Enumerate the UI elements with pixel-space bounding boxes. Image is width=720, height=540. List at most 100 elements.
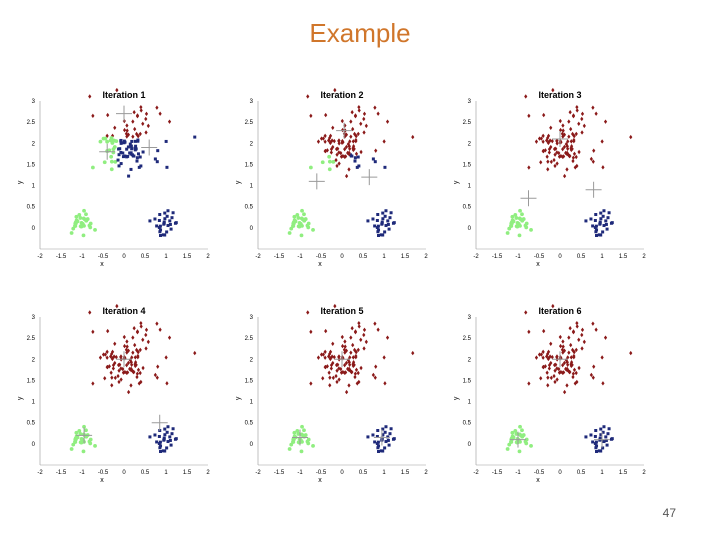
data-point-green: [513, 428, 518, 433]
data-point-blue: [165, 230, 169, 234]
data-point-red: [103, 352, 107, 357]
data-point-red: [111, 362, 116, 368]
data-point-red: [547, 366, 551, 371]
data-point-red: [569, 342, 573, 348]
data-point-blue: [366, 435, 370, 439]
data-point-red: [569, 361, 573, 367]
data-point-red: [566, 139, 570, 144]
data-point-red: [329, 146, 334, 152]
data-point-red: [564, 141, 568, 147]
x-tick-label: 1: [600, 470, 604, 476]
x-tick-label: -1.5: [492, 254, 503, 260]
y-tick-label: 1: [468, 400, 472, 406]
data-point-blue: [126, 145, 130, 149]
data-point-blue: [383, 214, 387, 218]
y-tick-label: 0: [250, 442, 254, 448]
data-point-blue: [117, 164, 121, 168]
data-point-red: [125, 123, 129, 128]
x-tick-label: 1: [164, 254, 168, 260]
y-tick-label: 2: [250, 141, 254, 147]
data-point-blue: [604, 438, 608, 442]
panel-title: Iteration 4: [102, 306, 145, 316]
data-point-blue: [595, 444, 599, 448]
data-point-blue: [584, 435, 588, 439]
data-point-red: [575, 104, 579, 110]
data-point-red: [106, 112, 110, 118]
data-point-blue: [387, 443, 391, 447]
x-tick-label: -2: [255, 254, 261, 260]
y-tick-label: 2.5: [463, 120, 472, 126]
data-point-red: [333, 303, 337, 309]
data-point-blue: [170, 216, 174, 220]
data-point-red: [144, 332, 148, 338]
data-point-red: [334, 157, 338, 163]
data-point-blue: [376, 230, 380, 234]
data-point-red: [339, 366, 343, 372]
y-axis-label: y: [17, 180, 24, 184]
data-point-blue: [153, 157, 157, 161]
panel-iteration-1: Iteration 1 -2 -1.5 -1 -0.5 0 0.5 1 1.5 2 0 0.5 1 1.5…: [17, 87, 210, 268]
data-point-green: [529, 227, 533, 232]
data-point-red: [549, 125, 553, 130]
data-point-green: [327, 154, 332, 159]
data-point-green: [510, 434, 515, 439]
data-point-red: [580, 116, 584, 122]
data-point-blue: [168, 438, 172, 442]
data-point-red: [345, 389, 349, 395]
data-point-blue: [130, 147, 134, 151]
data-point-green: [297, 224, 302, 229]
data-point-red: [569, 126, 573, 132]
data-point-blue: [169, 443, 173, 447]
data-point-red: [344, 144, 348, 150]
data-point-blue: [165, 214, 169, 218]
data-point-red: [524, 94, 528, 99]
x-tick-label: 2: [206, 254, 210, 260]
data-point-red: [557, 370, 562, 375]
data-point-blue: [381, 427, 385, 431]
data-point-green: [74, 430, 79, 435]
data-point-blue: [371, 157, 375, 161]
y-tick-label: 0: [32, 226, 36, 232]
data-point-red: [106, 328, 110, 334]
data-point-green: [69, 231, 74, 235]
data-point-red: [561, 370, 565, 376]
data-point-red: [117, 379, 121, 385]
data-point-red: [572, 349, 576, 355]
data-point-red: [359, 121, 363, 126]
data-point-red: [136, 133, 140, 139]
data-point-blue: [377, 228, 381, 232]
data-point-red: [341, 139, 345, 145]
panel-title: Iteration 1: [102, 90, 145, 100]
data-point-red: [594, 327, 598, 332]
data-point-red: [337, 377, 341, 382]
data-point-blue: [609, 437, 613, 441]
data-point-red: [319, 136, 324, 141]
data-point-red: [331, 341, 335, 346]
data-point-red: [116, 362, 121, 368]
data-point-blue: [139, 164, 143, 168]
data-point-red: [339, 150, 343, 156]
data-point-red: [349, 350, 353, 355]
data-point-green: [299, 449, 304, 454]
data-point-blue: [137, 165, 141, 169]
data-point-red: [343, 146, 347, 152]
data-point-red: [309, 381, 313, 386]
data-point-red: [572, 137, 576, 143]
data-point-red: [348, 146, 352, 151]
data-point-red: [558, 127, 563, 133]
data-point-red: [116, 373, 120, 379]
data-point-blue: [129, 144, 133, 148]
data-point-green: [287, 447, 292, 451]
data-point-red: [574, 370, 578, 376]
data-point-red: [555, 161, 559, 166]
data-point-red: [164, 355, 168, 360]
data-point-red: [328, 375, 332, 380]
data-point-blue: [599, 217, 603, 221]
data-point-red: [351, 361, 355, 367]
data-point-red: [382, 355, 386, 360]
data-point-red: [565, 151, 569, 157]
data-point-blue: [376, 446, 380, 450]
data-point-red: [346, 150, 350, 156]
data-point-blue: [595, 450, 598, 454]
data-point-blue: [133, 146, 137, 150]
